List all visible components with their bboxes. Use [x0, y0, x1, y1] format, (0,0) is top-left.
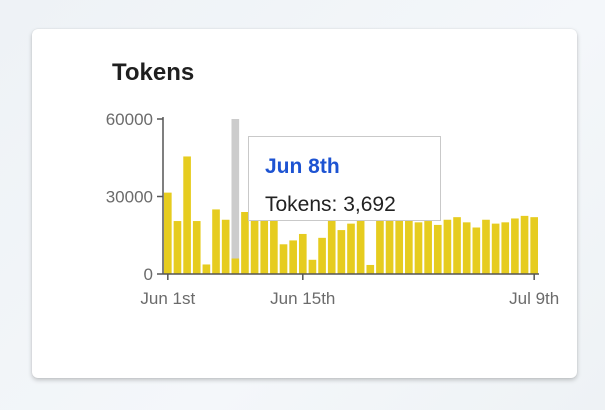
bar-jun-9th [241, 212, 249, 274]
bar-jun-29th [433, 224, 442, 274]
bar-jun-1st [164, 192, 172, 274]
bar-jun-30th [443, 219, 452, 274]
bar-jun-4th [192, 221, 201, 274]
bar-jul-5th [491, 223, 500, 274]
bar-jun-14th [289, 240, 297, 274]
bar-jun-24th [385, 212, 394, 274]
bar-jun-8th [231, 258, 240, 274]
bar-jun-25th [395, 213, 404, 274]
chart-tooltip: Jun 8th Tokens: 3,692 [248, 136, 441, 221]
bar-jun-17th [318, 237, 326, 274]
bar-jun-20th [347, 223, 355, 274]
bar-jun-7th [221, 219, 230, 274]
bar-jun-13th [279, 244, 288, 274]
bar-jun-15th [298, 233, 307, 274]
tokens-card: Tokens 0 30000 60000 Jun 1st Jun 15th Jul 9th… [32, 29, 577, 378]
bar-jun-16th [308, 259, 317, 274]
tooltip-date: Jun 8th [265, 155, 340, 178]
bar-jun-21st [356, 219, 365, 274]
tooltip-value: Tokens: 3,692 [265, 193, 396, 216]
bar-jun-5th [202, 264, 211, 274]
bar-jun-6th [212, 209, 220, 274]
bar-jun-26th [405, 215, 413, 274]
bar-jun-12th [270, 217, 278, 274]
tooltip-value-number: 3,692 [343, 193, 396, 216]
bar-jun-27th [414, 222, 423, 274]
bar-jul-7th [511, 218, 519, 274]
bar-jun-10th [250, 217, 259, 274]
card-title: Tokens [112, 59, 195, 86]
bar-jul-2nd [462, 222, 471, 274]
highlight-band [231, 119, 240, 274]
y-tick-label: 0 [144, 265, 153, 284]
x-tick-label: Jun 15th [270, 289, 335, 308]
bar-jul-3rd [472, 227, 481, 274]
bar-jun-19th [337, 230, 346, 274]
y-tick-label: 60000 [106, 110, 153, 129]
bar-jun-3rd [183, 156, 191, 274]
bar-jun-28th [424, 221, 432, 274]
bar-jul-4th [482, 219, 490, 274]
tooltip-value-label: Tokens [265, 193, 332, 216]
bar-jun-22nd [366, 264, 375, 274]
bar-jul-8th [520, 215, 529, 274]
bar-jul-6th [501, 222, 510, 274]
bar-jun-2nd [173, 221, 182, 274]
y-tick-label: 30000 [106, 188, 153, 207]
x-tick-label: Jul 9th [509, 289, 559, 308]
bar-jul-1st [453, 217, 461, 274]
bar-jul-9th [530, 217, 538, 274]
x-tick-label: Jun 1st [140, 289, 195, 308]
bar-jun-11th [260, 210, 269, 274]
bar-jun-18th [327, 214, 336, 274]
tokens-bar-chart: 0 30000 60000 Jun 1st Jun 15th Jul 9th [106, 110, 560, 308]
bar-jun-23rd [376, 218, 384, 274]
